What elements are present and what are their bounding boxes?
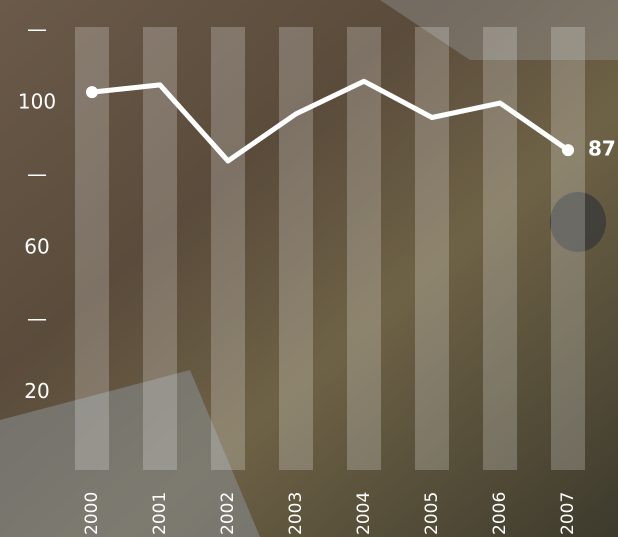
x-tick-label: 2001: [150, 492, 170, 535]
column-band: [143, 27, 177, 470]
point: [86, 86, 98, 99]
column-band: [279, 27, 313, 470]
column-band: [415, 27, 449, 470]
column-band: [347, 27, 381, 470]
photo-detail: [550, 192, 606, 252]
point: [562, 144, 574, 157]
x-tick-label: 2000: [82, 492, 102, 535]
y-tick-label: 100: [18, 90, 56, 114]
x-tick-label: 2007: [558, 492, 578, 535]
x-tick-label: 2006: [490, 492, 510, 535]
column-band: [483, 27, 517, 470]
y-tick-label: 20: [24, 379, 49, 403]
y-tick-label: —: [27, 17, 47, 41]
y-tick-label: —: [27, 162, 47, 186]
column-band: [75, 27, 109, 470]
photo-detail: [380, 0, 618, 60]
x-tick-label: 2004: [354, 492, 374, 535]
x-tick-label: 2005: [422, 492, 442, 535]
y-tick-label: —: [27, 307, 47, 331]
x-tick-label: 2003: [286, 492, 306, 535]
line: [91, 78, 570, 164]
y-tick-label: 60: [24, 234, 49, 258]
column-band: [551, 27, 585, 470]
x-tick-label: 2002: [218, 492, 238, 535]
value-label: 87: [588, 137, 616, 161]
column-band: [211, 27, 245, 470]
photo-detail: [0, 370, 260, 537]
